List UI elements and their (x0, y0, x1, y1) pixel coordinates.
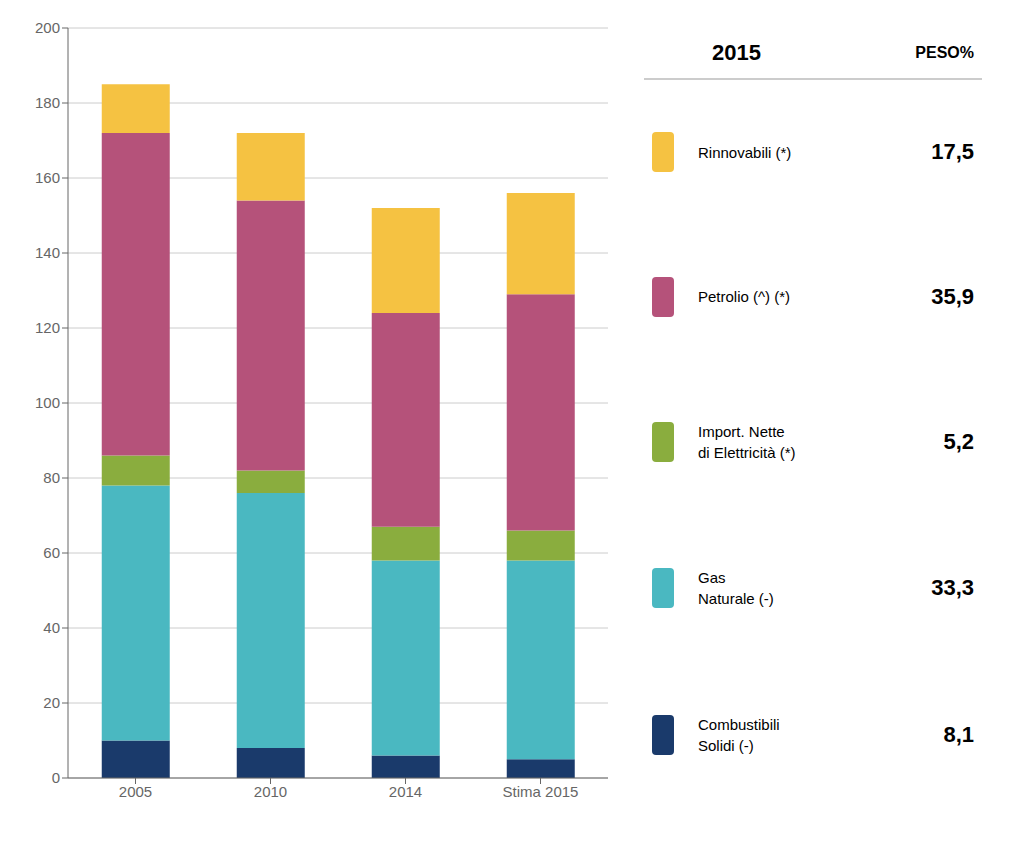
svg-text:2014: 2014 (389, 783, 422, 800)
svg-text:180: 180 (35, 94, 60, 111)
html-text:Combustibili Solidi (-): Combustibili Solidi (-) (698, 715, 780, 754)
svg-text:2010: 2010 (254, 783, 287, 800)
html-text:5,2: 5,2 (943, 429, 974, 454)
svg-text:80: 80 (43, 469, 60, 486)
svg-text:160: 160 (35, 169, 60, 186)
html-text:Petrolio (^) (*): Petrolio (^) (*) (698, 288, 791, 306)
svg-text:100: 100 (35, 394, 60, 411)
html-text:Import. Nette di Elettricità (: Import. Nette di Elettricità (*) (698, 423, 796, 461)
html-text:Gas Naturale (-): Gas Naturale (-) (698, 569, 774, 608)
html-text:17,5: 17,5 (931, 139, 974, 165)
svg-text:140: 140 (35, 244, 60, 261)
html-text:Rinnovabili (*): Rinnovabili (*) (698, 143, 792, 161)
html-text:2015: 2015 (712, 40, 761, 65)
svg-text:20: 20 (43, 694, 60, 711)
html-text:35,9: 35,9 (931, 283, 974, 309)
html-text:33,3: 33,3 (931, 575, 974, 601)
svg-text:200: 200 (35, 19, 60, 36)
svg-text:2005: 2005 (119, 783, 152, 800)
svg-text:40: 40 (43, 619, 60, 636)
svg-text:120: 120 (35, 319, 60, 336)
html-text:8,1: 8,1 (943, 721, 974, 747)
svg-text:Stima 2015: Stima 2015 (503, 783, 579, 800)
svg-text:60: 60 (43, 544, 60, 561)
html-text:PESO%: PESO% (915, 44, 974, 61)
svg-text:0: 0 (52, 769, 60, 786)
